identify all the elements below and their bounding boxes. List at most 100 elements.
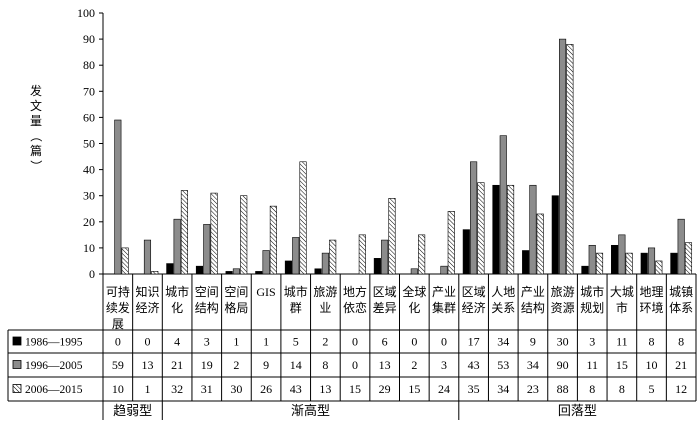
x-tick-label: 产业	[432, 285, 456, 299]
data-label: 3	[441, 358, 447, 372]
bar	[477, 182, 485, 275]
x-tick-label: 资源	[551, 301, 575, 315]
data-label: 8	[589, 382, 595, 396]
x-tick-label: 城市	[165, 284, 189, 299]
data-label: 6	[382, 335, 388, 349]
bar	[203, 224, 211, 275]
bar	[655, 260, 663, 275]
bar	[507, 184, 515, 275]
legend-swatch	[12, 360, 22, 369]
bar	[321, 252, 329, 275]
data-label: 11	[616, 335, 628, 349]
bar	[618, 234, 626, 275]
data-label: 23	[527, 382, 539, 396]
data-label: 26	[260, 382, 272, 396]
data-label: 88	[557, 382, 569, 396]
x-tick-label: 群	[290, 301, 302, 315]
x-tick-label: 空间	[224, 285, 248, 299]
x-tick-label: 化	[408, 301, 420, 315]
x-tick-label: 续发	[106, 300, 130, 315]
bar	[418, 234, 426, 275]
legend-swatch	[12, 336, 22, 346]
bar	[121, 247, 129, 275]
x-tick-label: 人地	[491, 285, 515, 299]
data-label: 12	[675, 382, 687, 396]
y-tick-label: 100	[77, 6, 95, 20]
bar	[151, 271, 159, 275]
y-tick-label: 60	[83, 110, 95, 124]
x-tick-label: 城镇	[669, 285, 693, 299]
x-tick-label: 大城	[610, 285, 634, 299]
data-label: 0	[352, 335, 358, 349]
bar	[640, 252, 648, 275]
bar	[284, 260, 292, 275]
bar	[492, 184, 500, 275]
x-tick-label: 化	[171, 301, 183, 315]
y-tick-label: 70	[83, 84, 95, 98]
data-label: 8	[322, 358, 328, 372]
bar	[670, 252, 678, 275]
data-label: 8	[649, 335, 655, 349]
y-tick-label: 40	[83, 163, 95, 177]
bar	[329, 239, 337, 275]
group-label: 渐高型	[291, 403, 330, 418]
x-tick-label: 知识	[135, 285, 159, 299]
x-tick-label: 环境	[640, 300, 664, 315]
y-tick-label: 80	[83, 58, 95, 72]
x-tick-label: 产业	[521, 285, 545, 299]
x-tick-label: 地理	[640, 285, 664, 299]
bar	[625, 252, 633, 275]
x-tick-label: 格局	[224, 300, 248, 315]
data-label: 43	[468, 358, 480, 372]
y-tick-label: 10	[83, 241, 95, 255]
bar	[684, 242, 693, 275]
bar	[269, 205, 277, 275]
x-tick-label: 集群	[432, 300, 456, 315]
x-tick-label: 旅游	[313, 285, 337, 299]
data-label: 10	[646, 358, 658, 372]
y-axis-label-char: 发	[30, 83, 42, 98]
x-tick-label: 差异	[373, 301, 397, 315]
bar	[114, 119, 122, 275]
bar	[581, 265, 589, 275]
x-tick-label: 关系	[491, 301, 515, 315]
data-label: 1	[144, 382, 150, 396]
data-label: 13	[379, 358, 391, 372]
data-label: 3	[204, 335, 210, 349]
data-label: 8	[678, 335, 684, 349]
bar	[611, 244, 619, 275]
bar	[143, 239, 152, 275]
bar	[499, 135, 507, 275]
bar	[255, 271, 263, 275]
legend-label: 2006—2015	[25, 384, 83, 396]
y-axis-label-char: 篇	[30, 143, 42, 158]
data-label: 0	[352, 358, 358, 372]
data-label: 29	[379, 382, 391, 396]
data-label: 21	[675, 358, 687, 372]
data-label: 15	[616, 358, 628, 372]
data-label: 53	[497, 358, 509, 372]
y-tick-label: 50	[83, 137, 95, 151]
bar	[166, 263, 174, 275]
x-tick-label: 业	[319, 301, 331, 315]
x-tick-label: 经济	[462, 300, 486, 315]
bar	[388, 198, 396, 275]
bar	[210, 192, 218, 275]
bar	[410, 268, 418, 275]
data-label: 0	[115, 335, 121, 349]
y-tick-label: 30	[83, 189, 95, 203]
bar	[566, 44, 574, 275]
x-tick-label: 可持	[106, 284, 130, 299]
trend-groups: 趋弱型 渐高型 回落型	[102, 401, 597, 420]
y-axis-label-char: （	[29, 130, 43, 142]
data-label: 34	[497, 382, 509, 396]
bar	[677, 218, 685, 275]
data-label: 32	[171, 382, 183, 396]
x-tick-label: 区域	[462, 285, 486, 299]
bar	[529, 184, 537, 275]
x-tick-label: 城市	[580, 284, 604, 299]
data-label: 8	[619, 382, 625, 396]
bar	[358, 234, 366, 275]
x-tick-label: 结构	[195, 300, 219, 315]
